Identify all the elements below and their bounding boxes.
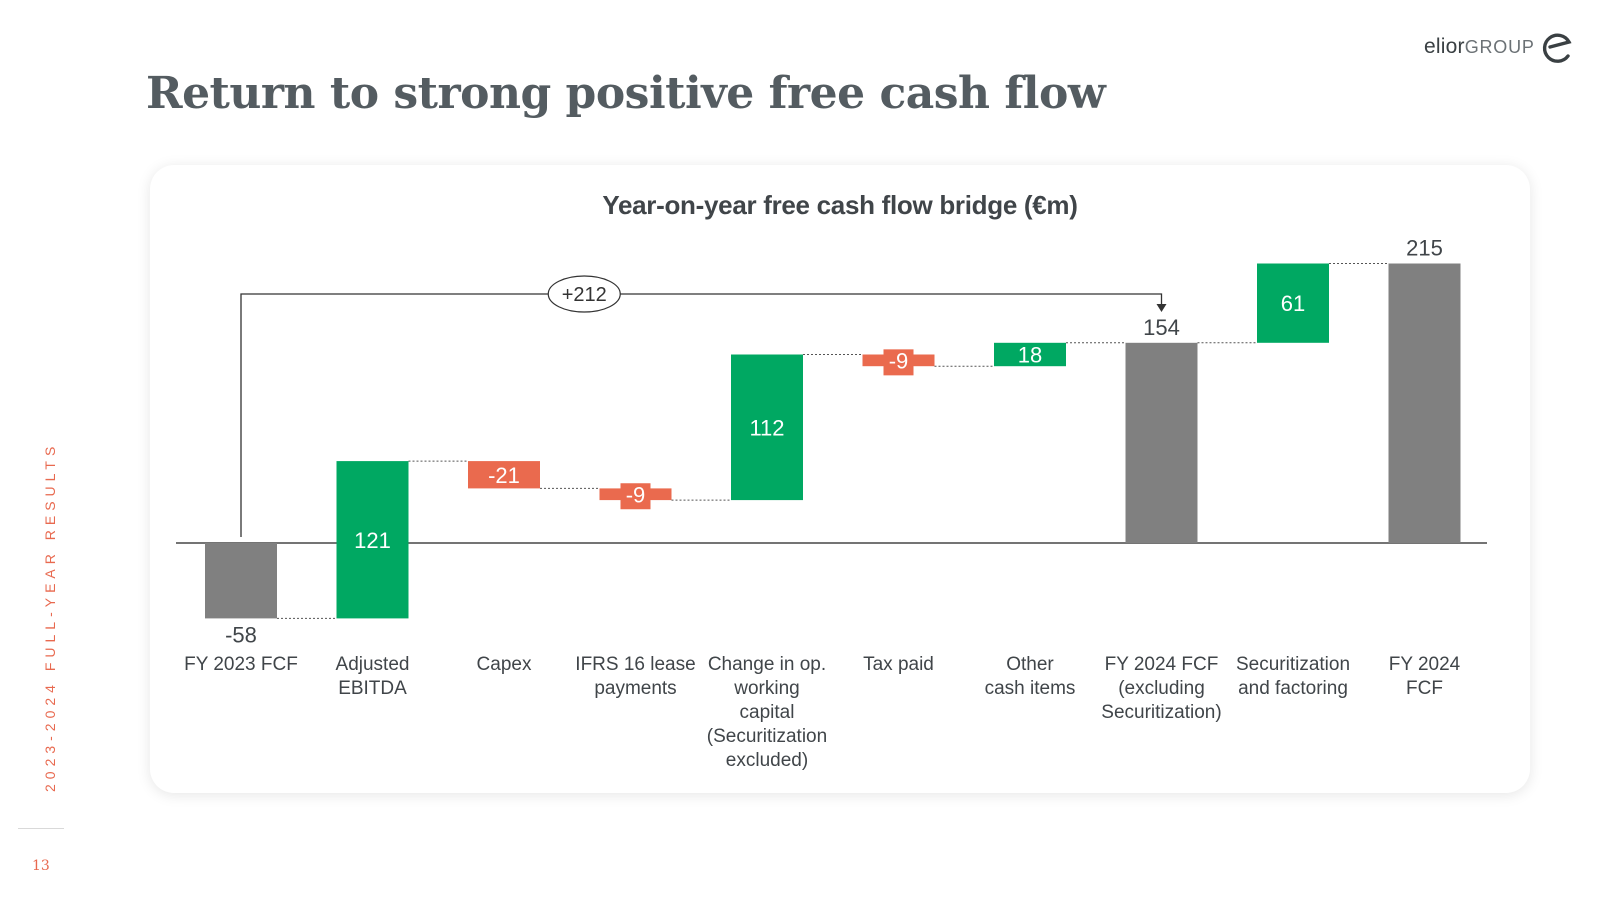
bar-positive bbox=[336, 461, 409, 619]
value-label: 121 bbox=[354, 528, 391, 553]
category-label: Tax paid bbox=[863, 654, 934, 675]
bracket-line bbox=[240, 293, 1163, 537]
category-label: FY 2024 bbox=[1389, 654, 1461, 675]
category-label: FY 2023 FCF bbox=[184, 654, 298, 675]
category-label: FY 2024 FCF bbox=[1105, 654, 1219, 675]
bar-total bbox=[205, 543, 277, 619]
category-label: Adjusted bbox=[336, 654, 410, 675]
category-label: Capex bbox=[477, 654, 532, 675]
bar-total bbox=[1388, 263, 1461, 543]
category-label: (excluding bbox=[1118, 678, 1205, 699]
category-label: (Securitization bbox=[707, 726, 827, 747]
bar-positive bbox=[1257, 263, 1329, 343]
category-label: cash items bbox=[985, 678, 1076, 699]
page-number: 13 bbox=[32, 858, 50, 874]
value-label: 61 bbox=[1281, 291, 1305, 316]
elior-group-logo: eliorGROUP bbox=[1424, 30, 1573, 64]
category-label: capital bbox=[740, 702, 795, 723]
bar-positive bbox=[731, 354, 803, 501]
category-label: payments bbox=[594, 678, 676, 699]
value-label: 154 bbox=[1143, 315, 1180, 340]
value-label: 18 bbox=[1018, 343, 1042, 368]
value-label: 112 bbox=[749, 415, 784, 440]
value-label: -9 bbox=[626, 482, 646, 507]
value-label: -9 bbox=[889, 348, 909, 373]
category-label: Securitization) bbox=[1101, 702, 1221, 723]
bar-positive bbox=[994, 342, 1066, 367]
bracket-arrowhead-icon bbox=[1156, 304, 1167, 312]
category-label: IFRS 16 lease bbox=[575, 654, 695, 675]
annotation-bubble bbox=[547, 275, 621, 313]
bar-negative bbox=[468, 461, 540, 489]
category-label: Other bbox=[1006, 654, 1054, 675]
category-label: FCF bbox=[1406, 678, 1443, 699]
value-label: -58 bbox=[225, 622, 257, 647]
category-label: Securitization bbox=[1236, 654, 1350, 675]
elior-e-icon bbox=[1542, 33, 1572, 63]
annotation-label: +212 bbox=[562, 284, 607, 306]
side-divider bbox=[18, 828, 64, 829]
value-label: 215 bbox=[1406, 236, 1443, 261]
category-label: Change in op. bbox=[708, 654, 826, 675]
value-label: -21 bbox=[488, 463, 520, 488]
category-label: and factoring bbox=[1238, 678, 1348, 699]
category-label: excluded) bbox=[726, 750, 808, 771]
logo-wordmark: eliorGROUP bbox=[1424, 35, 1535, 59]
bar-total bbox=[1125, 342, 1198, 543]
logo-suffix: GROUP bbox=[1464, 37, 1535, 57]
logo-brand: elior bbox=[1424, 35, 1465, 58]
value-label-tab bbox=[620, 483, 651, 510]
category-label: EBITDA bbox=[338, 678, 407, 699]
chart-title: Year-on-year free cash flow bridge (€m) bbox=[602, 190, 1078, 220]
category-label: working bbox=[733, 678, 799, 699]
slide-title: Return to strong positive free cash flow bbox=[146, 68, 1106, 119]
value-label-tab bbox=[883, 349, 914, 376]
